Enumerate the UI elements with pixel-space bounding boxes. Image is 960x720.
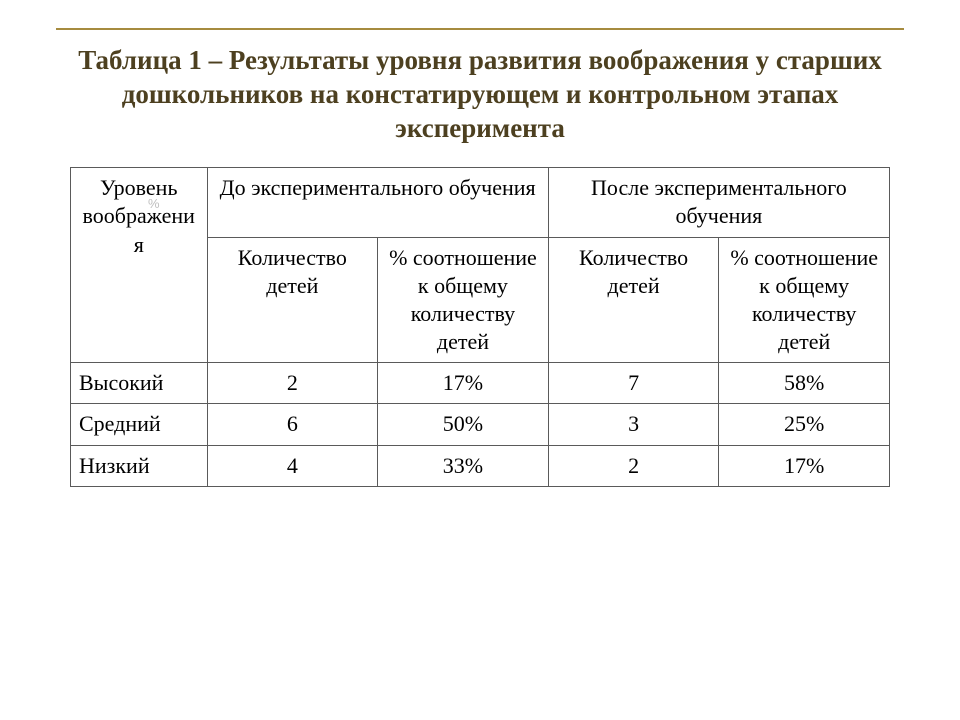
table-row: Низкий 4 33% 2 17% (71, 445, 890, 486)
cell-after-count: 2 (548, 445, 719, 486)
cell-after-pct: 17% (719, 445, 890, 486)
col-after-count: Количество детей (548, 237, 719, 363)
cell-before-count: 2 (207, 363, 378, 404)
cell-before-pct: 33% (378, 445, 549, 486)
col-before-count: Количество детей (207, 237, 378, 363)
cell-level: Низкий (71, 445, 208, 486)
table-row: Средний 6 50% 3 25% (71, 404, 890, 445)
cell-level: Средний (71, 404, 208, 445)
table-row: Высокий 2 17% 7 58% (71, 363, 890, 404)
header-row-1: Уровень воображения До экспериментальног… (71, 168, 890, 237)
results-table: Уровень воображения До экспериментальног… (70, 167, 890, 486)
title-rule (56, 28, 904, 30)
col-before-pct: % соотношение к общему количеству детей (378, 237, 549, 363)
col-group-before: До экспериментального обучения (207, 168, 548, 237)
cell-level: Высокий (71, 363, 208, 404)
cell-after-pct: 58% (719, 363, 890, 404)
col-level-header: Уровень воображения (71, 168, 208, 363)
cell-after-count: 3 (548, 404, 719, 445)
col-after-pct: % соотношение к общему количеству детей (719, 237, 890, 363)
slide: Таблица 1 – Результаты уровня развития в… (0, 0, 960, 720)
cell-before-count: 4 (207, 445, 378, 486)
cell-before-pct: 50% (378, 404, 549, 445)
col-group-after: После экспериментального обучения (548, 168, 889, 237)
cell-after-count: 7 (548, 363, 719, 404)
cell-after-pct: 25% (719, 404, 890, 445)
table-head: Уровень воображения До экспериментальног… (71, 168, 890, 363)
page-title: Таблица 1 – Результаты уровня развития в… (70, 44, 890, 145)
table-body: Высокий 2 17% 7 58% Средний 6 50% 3 25% … (71, 363, 890, 486)
cell-before-pct: 17% (378, 363, 549, 404)
cell-before-count: 6 (207, 404, 378, 445)
